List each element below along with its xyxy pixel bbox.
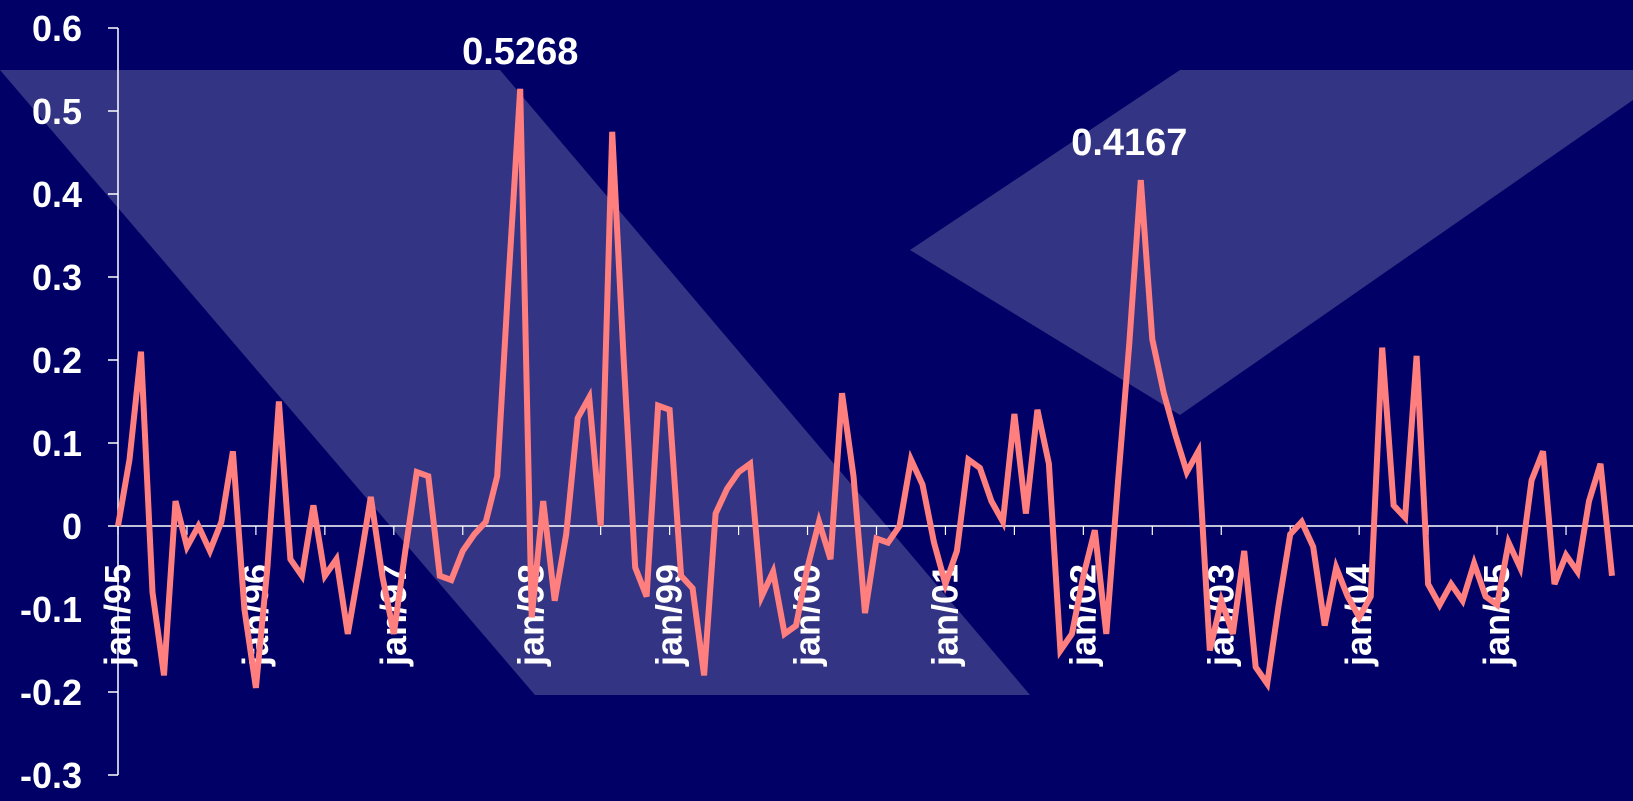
x-tick-label: jan/97: [373, 564, 414, 667]
y-tick-label: 0.1: [32, 423, 82, 464]
y-tick-label: 0.6: [32, 8, 82, 49]
y-tick-label: -0.3: [20, 755, 82, 796]
y-tick-label: 0.3: [32, 257, 82, 298]
y-tick-label: -0.2: [20, 672, 82, 713]
x-axis-ticks: jan/95 jan/96 jan/97 jan/98 jan/99 jan/00 jan/…: [97, 526, 1567, 667]
peak-annotation: 0.4167: [1071, 122, 1187, 164]
y-tick-label: 0: [62, 506, 82, 547]
y-axis-ticks: 0.6 0.5 0.4 0.3 0.2 0.1 0 -0.1 -0.2 -0.3: [20, 8, 118, 796]
x-tick-label: jan/95: [97, 564, 138, 667]
y-tick-label: 0.4: [32, 174, 82, 215]
y-tick-label: 0.5: [32, 91, 82, 132]
axes: [117, 28, 1633, 775]
y-tick-label: -0.1: [20, 589, 82, 630]
background-decor-left: [0, 70, 1030, 695]
series-layer: [115, 88, 1615, 692]
background-decor-right: [910, 70, 1633, 415]
annotations: 0.5268 0.4167: [462, 31, 1187, 164]
peak-annotation: 0.5268: [462, 31, 578, 73]
y-tick-label: 0.2: [32, 340, 82, 381]
